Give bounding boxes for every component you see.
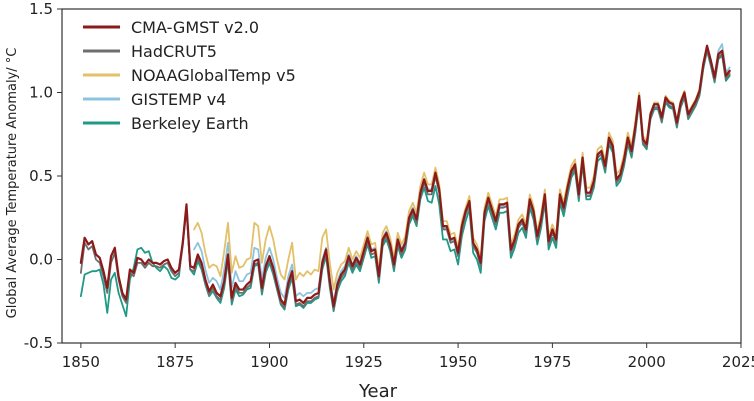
legend-label-gistemp-v4: GISTEMP v4 <box>131 90 226 109</box>
x-tick-label: 1950 <box>439 353 477 371</box>
x-tick-label: 1925 <box>345 353 383 371</box>
ticks-layer: 1850 1875 1900 1925 1950 1975 2000 2025 -0.5 0.0 0… <box>24 0 754 371</box>
x-tick-label: 1850 <box>62 353 100 371</box>
legend-label-noaaglobaltemp-v5: NOAAGlobalTemp v5 <box>131 66 296 85</box>
y-tick-label: 1.0 <box>29 84 53 102</box>
x-tick-label: 1875 <box>156 353 194 371</box>
y-tick-label: -0.5 <box>24 334 53 352</box>
y-tick-label: 0.0 <box>29 251 53 269</box>
y-tick-label: 0.5 <box>29 167 53 185</box>
series-layer <box>79 43 731 318</box>
series-line-cma-gmst-v2-0 <box>79 44 731 308</box>
legend-label-hadcrut5: HadCRUT5 <box>131 42 217 61</box>
x-tick-label: 1900 <box>250 353 288 371</box>
x-tick-label: 2000 <box>628 353 666 371</box>
legend-label-berkeley-earth: Berkeley Earth <box>131 114 249 133</box>
y-axis-label: Global Average Temperature Anomaly/ °C <box>5 48 20 319</box>
x-tick-label: 1975 <box>533 353 571 371</box>
x-tick-label: 2025 <box>722 353 754 371</box>
y-tick-label: 1.5 <box>29 0 53 18</box>
legend: CMA-GMST v2.0 HadCRUT5 NOAAGlobalTemp v5 GI… <box>83 18 296 133</box>
x-axis-label: Year <box>358 381 398 401</box>
legend-label-cma-gmst-v2-0: CMA-GMST v2.0 <box>131 18 259 37</box>
